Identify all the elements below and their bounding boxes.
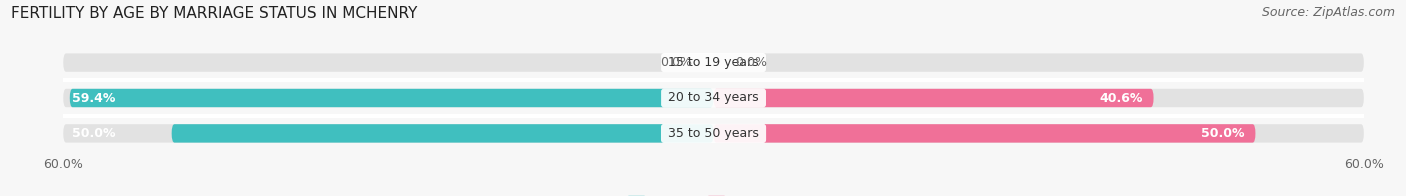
Text: Source: ZipAtlas.com: Source: ZipAtlas.com (1261, 6, 1395, 19)
Text: 59.4%: 59.4% (72, 92, 115, 104)
Text: 35 to 50 years: 35 to 50 years (664, 127, 763, 140)
FancyBboxPatch shape (70, 89, 713, 107)
FancyBboxPatch shape (63, 89, 1364, 107)
Text: 40.6%: 40.6% (1099, 92, 1143, 104)
Text: 0.0%: 0.0% (659, 56, 692, 69)
FancyBboxPatch shape (63, 53, 1364, 72)
FancyBboxPatch shape (713, 89, 1153, 107)
Text: 20 to 34 years: 20 to 34 years (664, 92, 763, 104)
Text: 50.0%: 50.0% (72, 127, 115, 140)
FancyBboxPatch shape (713, 124, 1256, 143)
FancyBboxPatch shape (63, 124, 1364, 143)
Legend: Married, Unmarried: Married, Unmarried (623, 190, 804, 196)
Text: 0.0%: 0.0% (735, 56, 768, 69)
FancyBboxPatch shape (172, 124, 713, 143)
Text: 50.0%: 50.0% (1201, 127, 1244, 140)
Text: 15 to 19 years: 15 to 19 years (664, 56, 763, 69)
Text: FERTILITY BY AGE BY MARRIAGE STATUS IN MCHENRY: FERTILITY BY AGE BY MARRIAGE STATUS IN M… (11, 6, 418, 21)
